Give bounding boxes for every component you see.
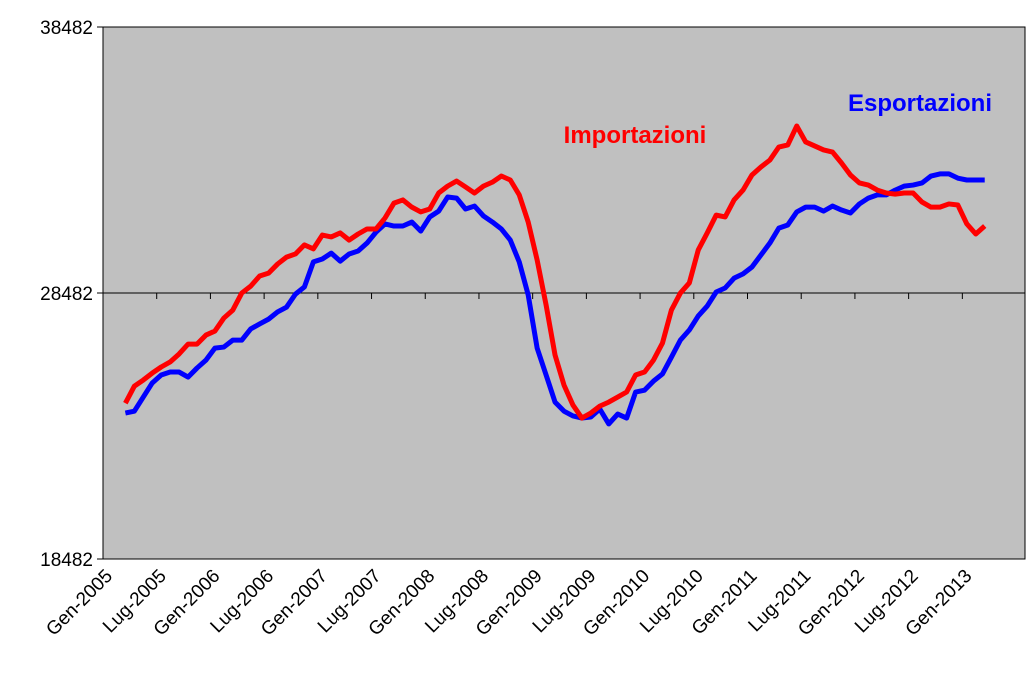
series-line	[123, 123, 987, 421]
y-tick-label: 18482	[40, 550, 93, 571]
series-line	[124, 171, 985, 427]
series-label: Importazioni	[564, 122, 707, 149]
y-tick-label: 28482	[40, 284, 93, 305]
y-tick-label: 38482	[40, 18, 93, 39]
series-label: Esportazioni	[848, 90, 992, 117]
